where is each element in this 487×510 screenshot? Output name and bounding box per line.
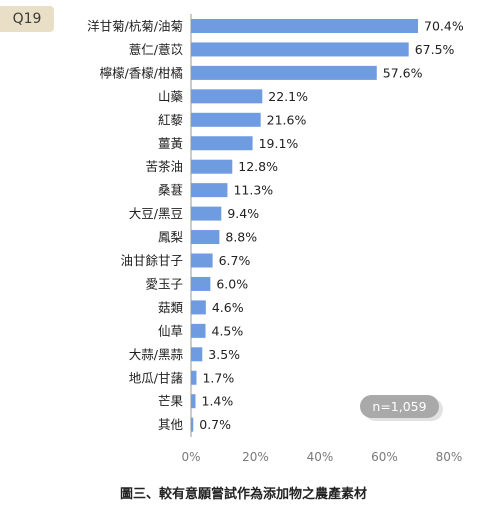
data-label: 6.7% (219, 253, 251, 268)
category-label: 地瓜/甘藷 (129, 370, 183, 385)
bar (191, 230, 220, 245)
bar (191, 323, 206, 338)
bar (191, 394, 196, 409)
data-label: 11.3% (233, 183, 273, 198)
bar (191, 183, 228, 198)
bar (191, 65, 377, 80)
data-label: 12.8% (238, 159, 278, 174)
data-label: 22.1% (268, 89, 308, 104)
category-label: 苦茶油 (145, 159, 183, 174)
data-label: 4.5% (212, 323, 244, 338)
question-tag: Q19 (0, 6, 54, 32)
data-label: 67.5% (415, 42, 455, 57)
category-label: 桑葚 (158, 183, 183, 198)
category-label: 大豆/黑豆 (129, 206, 183, 221)
data-label: 3.5% (208, 347, 240, 362)
bar (191, 206, 222, 221)
bar (191, 417, 194, 432)
bar (191, 89, 263, 104)
x-tick-label: 40% (307, 450, 334, 464)
data-label: 8.8% (225, 230, 257, 245)
category-label: 油甘餘甘子 (120, 253, 183, 268)
category-label: 菇類 (158, 300, 184, 315)
category-label: 其他 (158, 417, 184, 432)
figure-caption: 圖三、較有意願嘗試作為添加物之農產素材 (119, 487, 367, 502)
bar (191, 159, 233, 174)
data-label: 0.7% (199, 417, 231, 432)
data-label: 6.0% (216, 276, 248, 291)
sample-size-badge (360, 395, 439, 418)
category-label: 紅藜 (158, 112, 184, 127)
category-label: 愛玉子 (145, 276, 183, 291)
bar (191, 300, 206, 315)
bar (191, 276, 211, 291)
data-label: 9.4% (227, 206, 259, 221)
bar (191, 370, 197, 385)
category-label: 薑黃 (158, 136, 183, 151)
bar-chart: 洋甘菊/杭菊/油菊 70.4% 薏仁/薏苡 67.5% 檸檬/香檬/柑橘 57.6% 山藥 2… (87, 14, 464, 464)
data-label: 70.4% (424, 19, 464, 34)
x-tick-label: 0% (181, 450, 200, 464)
category-label: 山藥 (158, 89, 184, 104)
x-tick-label: 20% (242, 450, 269, 464)
category-label: 鳳梨 (158, 230, 184, 245)
category-label: 薏仁/薏苡 (129, 42, 184, 57)
data-label: 1.7% (202, 370, 234, 385)
category-label: 大蒜/黑蒜 (129, 347, 184, 362)
bar (191, 347, 203, 362)
category-label: 仙草 (158, 323, 183, 338)
sample-size-label: n=1,059 (372, 399, 426, 414)
bar (191, 112, 261, 127)
category-label: 洋甘菊/杭菊/油菊 (87, 19, 183, 34)
bar (191, 19, 419, 33)
bar (191, 136, 253, 151)
data-label: 57.6% (383, 65, 423, 80)
data-label: 4.6% (212, 300, 244, 315)
data-label: 1.4% (202, 394, 234, 409)
category-label: 芒果 (158, 394, 184, 409)
data-label: 19.1% (259, 136, 299, 151)
x-tick-label: 80% (436, 450, 463, 464)
bar (191, 253, 213, 268)
bar (191, 42, 409, 57)
category-label: 檸檬/香檬/柑橘 (100, 65, 183, 80)
x-tick-label: 60% (371, 450, 398, 464)
data-label: 21.6% (267, 112, 307, 127)
